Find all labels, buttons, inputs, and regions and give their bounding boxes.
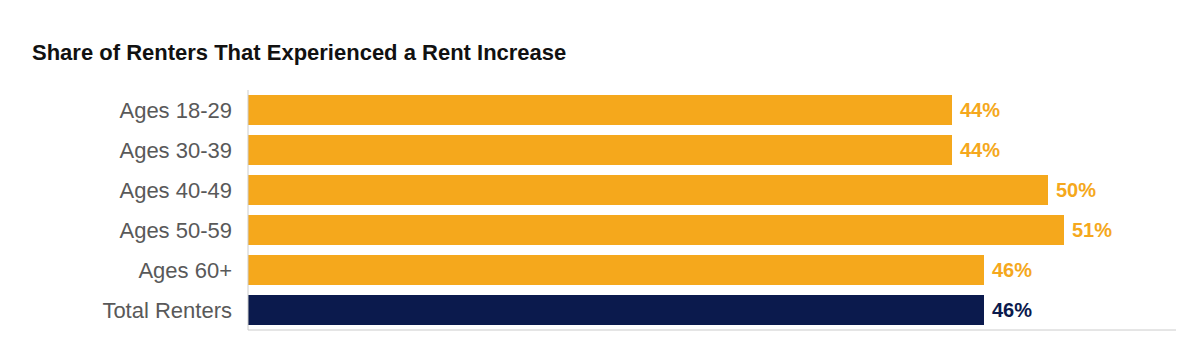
svg-text:46%: 46%: [992, 259, 1032, 281]
svg-text:46%: 46%: [992, 299, 1032, 321]
svg-text:Ages 60+: Ages 60+: [138, 258, 232, 283]
svg-text:Ages 40-49: Ages 40-49: [119, 178, 232, 203]
svg-text:44%: 44%: [960, 99, 1000, 121]
svg-text:44%: 44%: [960, 139, 1000, 161]
svg-text:Ages 50-59: Ages 50-59: [119, 218, 232, 243]
svg-text:Ages 30-39: Ages 30-39: [119, 138, 232, 163]
svg-text:Ages 18-29: Ages 18-29: [119, 98, 232, 123]
html-text:Share of Renters That Experien: Share of Renters That Experienced a Rent…: [32, 40, 567, 65]
svg-text:50%: 50%: [1056, 179, 1096, 201]
svg-text:Total Renters: Total Renters: [102, 298, 232, 323]
svg-text:51%: 51%: [1072, 219, 1112, 241]
